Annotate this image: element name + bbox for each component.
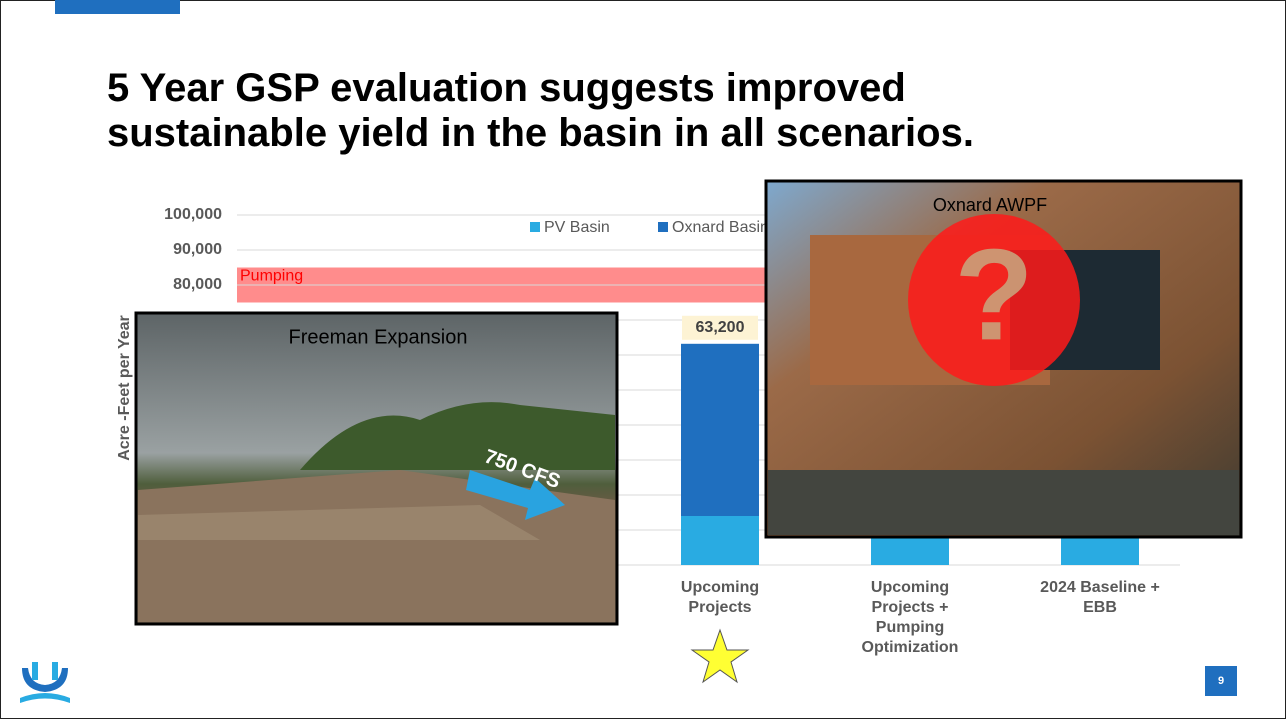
logo (20, 662, 70, 703)
x-tick-label: 2024 Baseline + EBB (1040, 579, 1160, 616)
y-tick-label: 80,000 (173, 276, 222, 293)
band-label: Pumping (240, 268, 303, 285)
svg-text:?: ? (954, 221, 1033, 367)
total-label-bg (682, 315, 758, 340)
y-tick-label: 90,000 (173, 241, 222, 258)
y-axis-label: Acre -Feet per Year (116, 315, 133, 461)
y-tick-label: 100,000 (164, 206, 222, 223)
legend-swatch (658, 222, 668, 232)
photo-awpf: ? Oxnard AWPF (764, 179, 1243, 539)
photo-caption: Oxnard AWPF (933, 195, 1047, 215)
legend-label: Oxnard Basin (672, 219, 769, 236)
slide-title: 5 Year GSP evaluation suggests improved … (107, 66, 974, 155)
x-tick-label: Upcoming Projects (680, 579, 760, 616)
bar-segment (681, 343, 759, 516)
bar-segment (681, 516, 759, 565)
legend-swatch (530, 222, 540, 232)
total-label: 63,200 (696, 319, 745, 336)
x-tick-label: Upcoming Projects + Pumping Optimization (861, 579, 959, 656)
accent-bar (55, 0, 180, 14)
photo-caption: Freeman Expansion (289, 326, 468, 348)
star-icon (690, 628, 750, 684)
legend-label: PV Basin (544, 219, 610, 236)
photo-freeman: Freeman Expansion 750 CFS (134, 311, 619, 626)
page-number: 9 (1205, 666, 1237, 696)
